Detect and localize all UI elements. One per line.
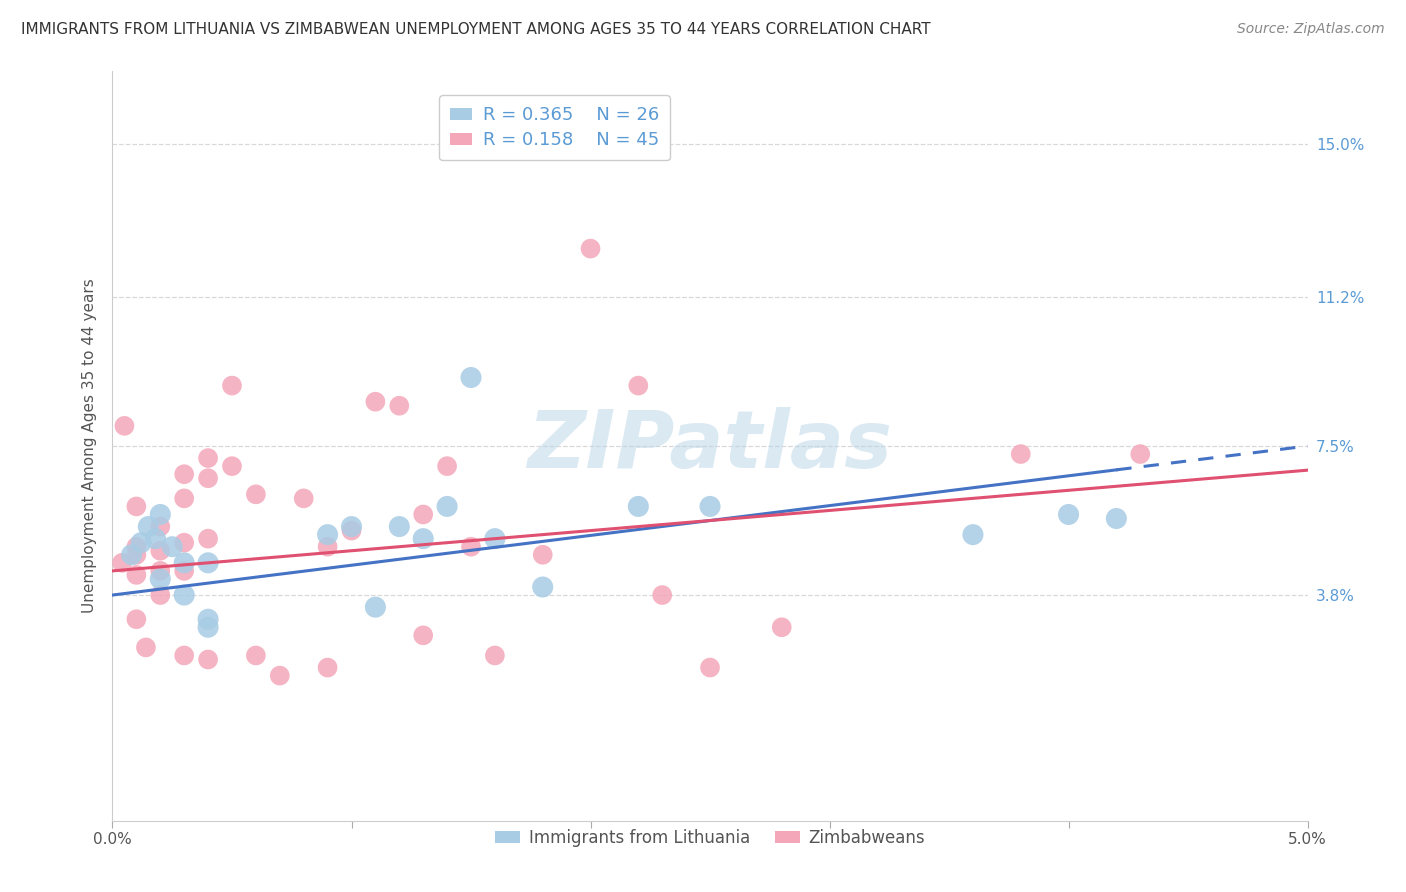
Point: [340, 519, 363, 533]
Point: [125, 500, 148, 514]
Point: [962, 527, 984, 541]
Point: [173, 564, 195, 578]
Point: [484, 532, 506, 546]
Point: [269, 668, 291, 682]
Point: [125, 612, 148, 626]
Point: [149, 588, 172, 602]
Text: Source: ZipAtlas.com: Source: ZipAtlas.com: [1237, 22, 1385, 37]
Point: [125, 568, 148, 582]
Point: [197, 471, 219, 485]
Point: [129, 535, 152, 549]
Point: [388, 519, 411, 533]
Point: [364, 394, 387, 409]
Point: [173, 535, 195, 549]
Point: [197, 451, 219, 466]
Point: [531, 548, 554, 562]
Point: [460, 370, 482, 384]
Point: [436, 500, 458, 514]
Point: [699, 500, 721, 514]
Point: [121, 548, 143, 562]
Point: [197, 556, 219, 570]
Point: [111, 556, 134, 570]
Point: [531, 580, 554, 594]
Point: [651, 588, 673, 602]
Point: [364, 600, 387, 615]
Point: [292, 491, 315, 506]
Point: [221, 459, 243, 474]
Point: [579, 242, 602, 256]
Point: [149, 572, 172, 586]
Point: [316, 540, 339, 554]
Point: [173, 556, 195, 570]
Point: [114, 418, 135, 433]
Point: [173, 648, 195, 663]
Point: [412, 508, 434, 522]
Point: [388, 399, 411, 413]
Point: [1010, 447, 1032, 461]
Point: [149, 519, 172, 533]
Y-axis label: Unemployment Among Ages 35 to 44 years: Unemployment Among Ages 35 to 44 years: [82, 278, 97, 614]
Point: [197, 532, 219, 546]
Point: [316, 660, 339, 674]
Point: [1129, 447, 1152, 461]
Point: [173, 467, 195, 482]
Point: [627, 378, 650, 392]
Point: [149, 508, 172, 522]
Point: [173, 588, 195, 602]
Point: [316, 527, 339, 541]
Point: [197, 612, 219, 626]
Text: ZIPatlas: ZIPatlas: [527, 407, 893, 485]
Point: [125, 548, 148, 562]
Point: [1105, 511, 1128, 525]
Point: [149, 543, 172, 558]
Legend: Immigrants from Lithuania, Zimbabweans: Immigrants from Lithuania, Zimbabweans: [489, 822, 931, 854]
Point: [412, 532, 434, 546]
Point: [149, 564, 172, 578]
Point: [125, 540, 148, 554]
Point: [340, 524, 363, 538]
Point: [460, 540, 482, 554]
Point: [627, 500, 650, 514]
Point: [436, 459, 458, 474]
Point: [245, 487, 267, 501]
Point: [197, 620, 219, 634]
Point: [412, 628, 434, 642]
Point: [699, 660, 721, 674]
Point: [145, 532, 167, 546]
Point: [135, 640, 157, 655]
Point: [484, 648, 506, 663]
Point: [162, 540, 183, 554]
Point: [173, 491, 195, 506]
Point: [197, 652, 219, 666]
Point: [770, 620, 793, 634]
Point: [138, 519, 160, 533]
Text: IMMIGRANTS FROM LITHUANIA VS ZIMBABWEAN UNEMPLOYMENT AMONG AGES 35 TO 44 YEARS C: IMMIGRANTS FROM LITHUANIA VS ZIMBABWEAN …: [21, 22, 931, 37]
Point: [1057, 508, 1080, 522]
Point: [221, 378, 243, 392]
Point: [245, 648, 267, 663]
